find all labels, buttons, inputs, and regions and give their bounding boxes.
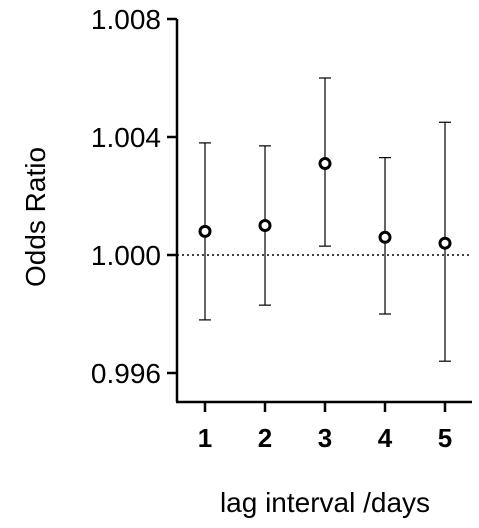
y-tick-label: 1.004 bbox=[91, 122, 161, 153]
y-tick-label: 1.008 bbox=[91, 4, 161, 35]
data-points bbox=[198, 157, 452, 250]
y-tick-label: 0.996 bbox=[91, 358, 161, 389]
data-point bbox=[438, 236, 452, 250]
error-bars bbox=[199, 77, 451, 362]
x-axis-title: lag interval /days bbox=[220, 487, 430, 518]
data-point bbox=[318, 157, 332, 171]
y-axis-ticks: 0.996 1.000 1.004 1.008 bbox=[91, 4, 177, 389]
data-point bbox=[198, 224, 212, 238]
y-axis-title: Odds Ratio bbox=[20, 147, 51, 287]
x-tick-label: 3 bbox=[318, 423, 332, 453]
data-point bbox=[258, 219, 272, 232]
y-tick-label: 1.000 bbox=[91, 240, 161, 271]
x-tick-label: 4 bbox=[378, 423, 393, 453]
x-tick-label: 1 bbox=[198, 423, 212, 453]
x-tick-label: 2 bbox=[258, 423, 272, 453]
x-axis-ticks: 1 2 3 4 5 bbox=[198, 402, 452, 453]
x-tick-label: 5 bbox=[438, 423, 452, 453]
data-point bbox=[378, 230, 392, 244]
